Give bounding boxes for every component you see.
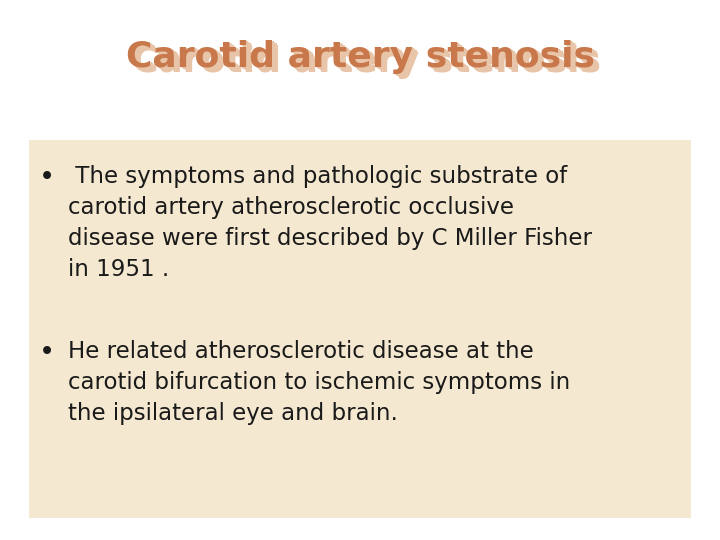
Text: •: •: [39, 165, 55, 191]
Text: •: •: [39, 340, 55, 366]
Text: Carotid artery stenosis: Carotid artery stenosis: [125, 40, 595, 73]
FancyBboxPatch shape: [29, 140, 691, 518]
Text: Carotid artery stenosis: Carotid artery stenosis: [132, 45, 601, 78]
Text: Carotid artery stenosis: Carotid artery stenosis: [130, 44, 600, 77]
Text: Carotid artery stenosis: Carotid artery stenosis: [129, 43, 598, 76]
Text: Carotid artery stenosis: Carotid artery stenosis: [127, 42, 597, 75]
Text: The symptoms and pathologic substrate of
carotid artery atherosclerotic occlusiv: The symptoms and pathologic substrate of…: [68, 165, 593, 281]
Text: He related atherosclerotic disease at the
carotid bifurcation to ischemic sympto: He related atherosclerotic disease at th…: [68, 340, 571, 426]
